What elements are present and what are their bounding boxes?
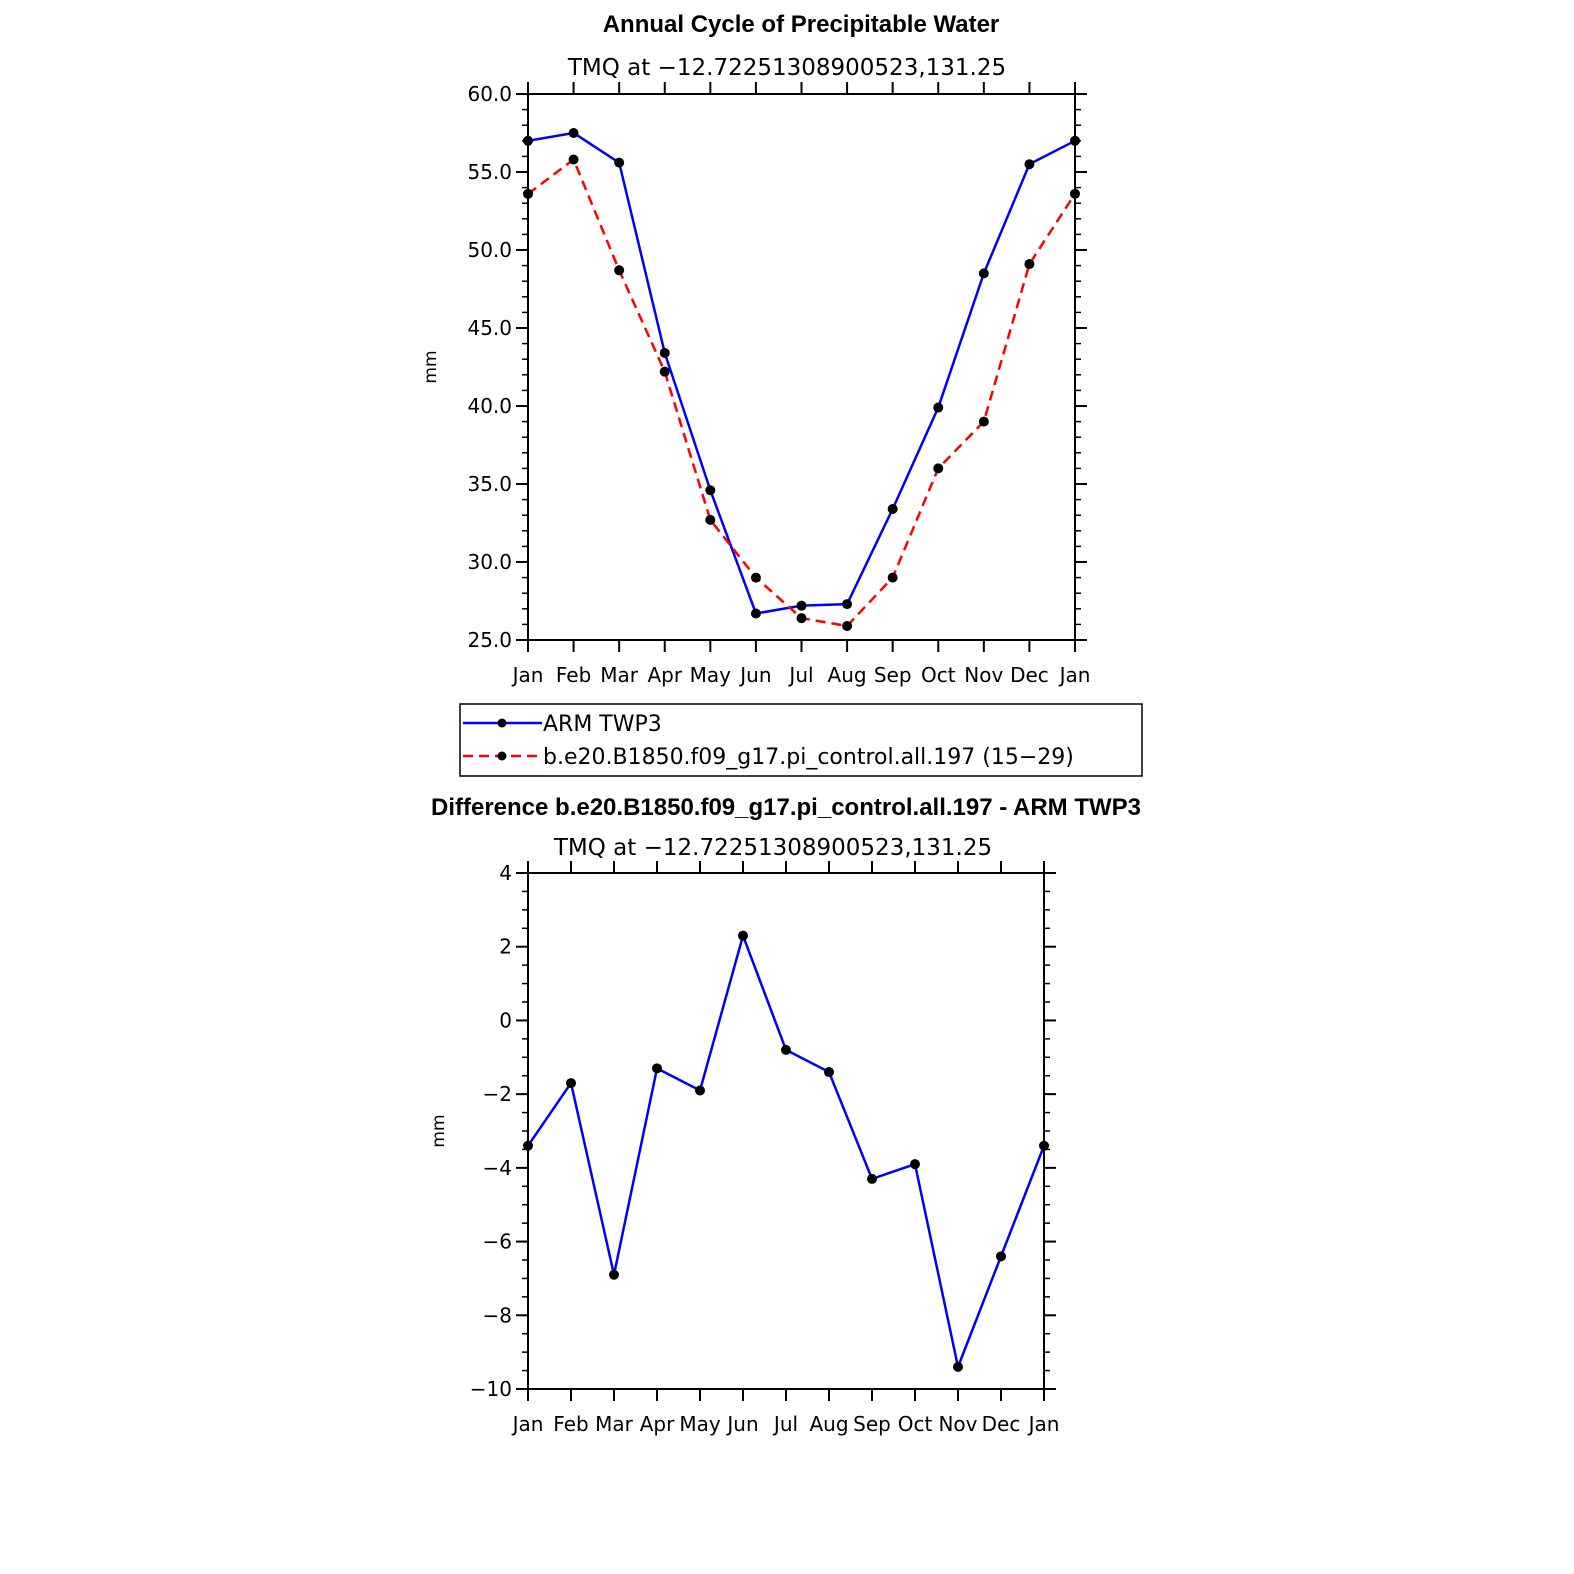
y-tick-label: −8 — [483, 1303, 512, 1327]
difference-y-axis-label: mm — [429, 1114, 449, 1147]
legend-label-arm-twp3: ARM TWP3 — [543, 712, 662, 737]
data-point-0-6 — [796, 600, 807, 611]
series-line-0 — [527, 131, 1076, 615]
chart-title: Annual Cycle of Precipitable Water — [603, 11, 1000, 38]
x-tick-label: Feb — [556, 663, 591, 687]
difference-panel: Difference b.e20.B1850.f09_g17.pi_contro… — [429, 794, 1141, 1436]
data-point-0-2 — [614, 157, 625, 168]
y-tick-label: 2 — [499, 935, 512, 959]
data-point-0-4 — [705, 485, 716, 496]
data-point-1-2 — [614, 265, 625, 276]
x-tick-label: Nov — [964, 663, 1003, 687]
x-tick-label: Jun — [725, 1412, 758, 1436]
y-tick-label: −10 — [470, 1377, 512, 1401]
data-point-0-3 — [659, 347, 670, 358]
y-tick-label: 60.0 — [467, 82, 512, 106]
x-tick-label: Feb — [553, 1412, 588, 1436]
x-tick-label: Oct — [898, 1412, 933, 1436]
plot-frame — [527, 93, 1076, 641]
difference-plot-frame — [527, 872, 1045, 1390]
y-axis-label: mm — [421, 350, 441, 383]
data-point-0-9 — [910, 1159, 920, 1170]
data-point-0-5 — [750, 608, 761, 619]
y-tick-label: 0 — [499, 1008, 512, 1032]
data-point-0-1 — [568, 128, 579, 138]
data-point-0-8 — [887, 503, 898, 514]
data-point-1-4 — [705, 514, 716, 525]
x-tick-label: Apr — [647, 663, 682, 687]
legend-item-model: b.e20.B1850.f09_g17.pi_control.all.197 (… — [463, 745, 1074, 770]
y-tick-label: 55.0 — [467, 160, 512, 184]
x-tick-label: May — [690, 663, 732, 687]
data-point-0-8 — [867, 1173, 877, 1184]
data-point-1-11 — [1024, 259, 1035, 270]
y-tick-label: −6 — [483, 1230, 512, 1254]
legend-label-model: b.e20.B1850.f09_g17.pi_control.all.197 (… — [543, 745, 1074, 770]
data-point-1-6 — [796, 613, 807, 624]
data-point-0-1 — [566, 1078, 576, 1089]
x-tick-label: Nov — [938, 1412, 977, 1436]
data-point-0-7 — [824, 1067, 834, 1078]
y-tick-label: 45.0 — [467, 316, 512, 340]
x-tick-label: Jul — [772, 1412, 798, 1436]
chart-subtitle: TMQ at −12.72251308900523,131.25 — [567, 55, 1006, 81]
x-tick-label: Mar — [600, 663, 639, 687]
data-point-0-5 — [738, 930, 748, 941]
y-tick-label: 4 — [499, 861, 512, 885]
legend-box — [459, 703, 1143, 777]
annual-cycle-panel: Annual Cycle of Precipitable Water TMQ a… — [421, 11, 1143, 777]
data-point-0-7 — [842, 599, 853, 610]
x-tick-label: Aug — [809, 1412, 848, 1436]
y-tick-label: 30.0 — [467, 550, 512, 574]
data-point-1-10 — [978, 416, 989, 427]
x-tick-label: Oct — [921, 663, 956, 687]
data-point-1-8 — [887, 572, 898, 583]
y-tick-label: 35.0 — [467, 472, 512, 496]
data-point-1-9 — [933, 463, 944, 474]
data-point-0-6 — [781, 1044, 791, 1055]
data-point-0-10 — [978, 268, 989, 279]
y-tick-label: 25.0 — [467, 628, 512, 652]
data-point-0-4 — [695, 1085, 705, 1096]
x-tick-label: Jan — [511, 1412, 544, 1436]
y-tick-label: −4 — [483, 1156, 512, 1180]
x-tick-label: Apr — [640, 1412, 675, 1436]
difference-subtitle: TMQ at −12.72251308900523,131.25 — [553, 835, 992, 861]
data-point-0-11 — [1024, 159, 1035, 170]
x-tick-label: Dec — [982, 1412, 1021, 1436]
x-tick-label: Jan — [1058, 663, 1091, 687]
x-tick-label: Jan — [1027, 1412, 1060, 1436]
data-point-1-5 — [750, 572, 761, 583]
x-tick-label: Mar — [595, 1412, 634, 1436]
x-tick-label: Jan — [511, 663, 544, 687]
x-tick-label: May — [679, 1412, 721, 1436]
data-point-1-3 — [659, 366, 670, 377]
series-line-0 — [526, 931, 1046, 1372]
legend-item-arm-twp3: ARM TWP3 — [463, 712, 662, 737]
data-point-1-1 — [568, 154, 579, 165]
legend-marker-arm-twp3 — [497, 718, 507, 728]
x-tick-label: Jul — [787, 663, 813, 687]
y-tick-label: 40.0 — [467, 394, 512, 418]
x-tick-label: Dec — [1010, 663, 1049, 687]
legend-marker-model — [497, 751, 507, 761]
x-tick-label: Sep — [853, 1412, 891, 1436]
data-point-0-9 — [933, 402, 944, 413]
y-tick-label: −2 — [483, 1082, 512, 1106]
y-tick-label: 50.0 — [467, 238, 512, 262]
data-point-0-3 — [652, 1063, 662, 1074]
series-line-1 — [527, 157, 1077, 628]
difference-title: Difference b.e20.B1850.f09_g17.pi_contro… — [431, 794, 1141, 821]
data-point-0-11 — [996, 1251, 1006, 1262]
x-tick-label: Aug — [828, 663, 867, 687]
x-tick-label: Jun — [738, 663, 771, 687]
x-tick-label: Sep — [874, 663, 912, 687]
legend: ARM TWP3 b.e20.B1850.f09_g17.pi_control.… — [459, 703, 1143, 777]
data-point-0-10 — [953, 1361, 963, 1372]
data-point-0-2 — [609, 1269, 619, 1280]
data-point-1-7 — [842, 620, 853, 631]
